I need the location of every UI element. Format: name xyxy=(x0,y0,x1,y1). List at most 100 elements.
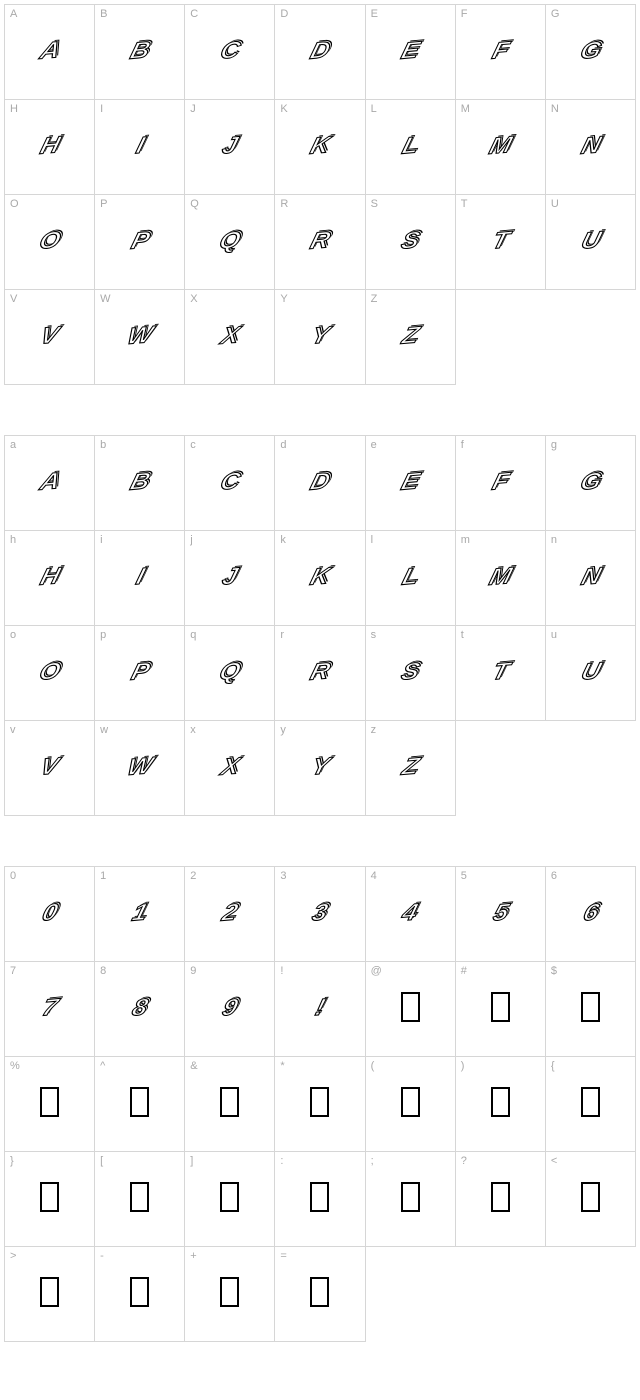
charmap-cell[interactable]: % xyxy=(5,1057,95,1152)
charmap-cell[interactable]: II xyxy=(95,100,185,195)
charmap-cell-glyph xyxy=(110,1177,170,1217)
charmap-cell[interactable]: hH xyxy=(5,531,95,626)
charmap-cell[interactable]: ^ xyxy=(95,1057,185,1152)
charmap-cell[interactable]: + xyxy=(185,1247,275,1342)
charmap-cell[interactable]: NN xyxy=(546,100,636,195)
charmap-cell[interactable]: 88 xyxy=(95,962,185,1057)
missing-glyph-icon xyxy=(40,1087,59,1117)
charmap-cell[interactable]: aA xyxy=(5,436,95,531)
charmap-cell[interactable]: jJ xyxy=(185,531,275,626)
charmap-cell[interactable]: oO xyxy=(5,626,95,721)
charmap-cell[interactable]: * xyxy=(275,1057,365,1152)
charmap-cell[interactable]: FF xyxy=(456,5,546,100)
charmap-cell[interactable]: MM xyxy=(456,100,546,195)
charmap-cell[interactable]: wW xyxy=(95,721,185,816)
charmap-cell[interactable]: LL xyxy=(366,100,456,195)
charmap-cell[interactable]: 99 xyxy=(185,962,275,1057)
charmap-cell[interactable]: : xyxy=(275,1152,365,1247)
charmap-cell[interactable]: ; xyxy=(366,1152,456,1247)
charmap-cell[interactable]: dD xyxy=(275,436,365,531)
charmap-cell[interactable]: 55 xyxy=(456,867,546,962)
charmap-cell[interactable]: bB xyxy=(95,436,185,531)
missing-glyph-icon xyxy=(220,1182,239,1212)
charmap-cell[interactable]: tT xyxy=(456,626,546,721)
charmap-cell-glyph: F xyxy=(470,30,530,70)
charmap-cell[interactable]: !! xyxy=(275,962,365,1057)
charmap-cell[interactable]: uU xyxy=(546,626,636,721)
charmap-cell[interactable]: cC xyxy=(185,436,275,531)
charmap-cell[interactable]: rR xyxy=(275,626,365,721)
charmap-cell-glyph: N xyxy=(560,556,620,596)
charmap-cell-glyph xyxy=(110,1272,170,1312)
charmap-cell[interactable]: QQ xyxy=(185,195,275,290)
glyph-char: U xyxy=(578,659,602,684)
charmap-cell[interactable]: UU xyxy=(546,195,636,290)
charmap-cell[interactable]: 11 xyxy=(95,867,185,962)
charmap-cell[interactable]: < xyxy=(546,1152,636,1247)
charmap-cell[interactable]: # xyxy=(456,962,546,1057)
charmap-cell[interactable]: zZ xyxy=(366,721,456,816)
missing-glyph-icon xyxy=(130,1182,149,1212)
charmap-cell[interactable]: qQ xyxy=(185,626,275,721)
charmap-cell-glyph: A xyxy=(20,30,80,70)
charmap-cell[interactable]: xX xyxy=(185,721,275,816)
charmap-cell[interactable]: { xyxy=(546,1057,636,1152)
charmap-cell[interactable]: sS xyxy=(366,626,456,721)
charmap-cell[interactable]: gG xyxy=(546,436,636,531)
charmap-cell[interactable]: 66 xyxy=(546,867,636,962)
charmap-cell-label: + xyxy=(190,1250,196,1262)
charmap-cell[interactable]: GG xyxy=(546,5,636,100)
charmap-cell[interactable]: nN xyxy=(546,531,636,626)
charmap-cell[interactable]: HH xyxy=(5,100,95,195)
charmap-cell[interactable]: PP xyxy=(95,195,185,290)
charmap-cell[interactable]: XX xyxy=(185,290,275,385)
charmap-cell[interactable]: [ xyxy=(95,1152,185,1247)
charmap-cell[interactable]: 33 xyxy=(275,867,365,962)
charmap-cell[interactable]: AA xyxy=(5,5,95,100)
charmap-cell[interactable]: kK xyxy=(275,531,365,626)
charmap-cell-label: } xyxy=(10,1155,14,1167)
charmap-cell-label: > xyxy=(10,1250,16,1262)
charmap-cell[interactable]: 77 xyxy=(5,962,95,1057)
character-map: AABBCCDDEEFFGG HHIIJJKKLLMMNN OOPPQQRRSSTT… xyxy=(0,0,640,1396)
charmap-cell[interactable]: iI xyxy=(95,531,185,626)
charmap-cell-glyph: B xyxy=(110,461,170,501)
charmap-cell[interactable]: eE xyxy=(366,436,456,531)
charmap-cell[interactable]: vV xyxy=(5,721,95,816)
charmap-cell[interactable]: > xyxy=(5,1247,95,1342)
charmap-cell[interactable]: mM xyxy=(456,531,546,626)
charmap-cell[interactable]: KK xyxy=(275,100,365,195)
charmap-cell[interactable]: ZZ xyxy=(366,290,456,385)
charmap-cell[interactable]: VV xyxy=(5,290,95,385)
charmap-cell[interactable]: = xyxy=(275,1247,365,1342)
charmap-cell[interactable]: pP xyxy=(95,626,185,721)
charmap-cell[interactable]: ] xyxy=(185,1152,275,1247)
charmap-cell[interactable]: ( xyxy=(366,1057,456,1152)
charmap-cell[interactable]: 22 xyxy=(185,867,275,962)
charmap-cell[interactable]: RR xyxy=(275,195,365,290)
charmap-cell[interactable]: } xyxy=(5,1152,95,1247)
charmap-cell[interactable]: & xyxy=(185,1057,275,1152)
charmap-cell[interactable]: TT xyxy=(456,195,546,290)
charmap-cell[interactable]: DD xyxy=(275,5,365,100)
charmap-cell[interactable]: 44 xyxy=(366,867,456,962)
charmap-cell[interactable]: lL xyxy=(366,531,456,626)
charmap-cell[interactable]: CC xyxy=(185,5,275,100)
charmap-cell[interactable]: $ xyxy=(546,962,636,1057)
charmap-cell[interactable]: EE xyxy=(366,5,456,100)
charmap-cell[interactable]: @ xyxy=(366,962,456,1057)
charmap-cell[interactable]: SS xyxy=(366,195,456,290)
charmap-cell[interactable]: OO xyxy=(5,195,95,290)
charmap-cell[interactable]: yY xyxy=(275,721,365,816)
charmap-cell[interactable]: fF xyxy=(456,436,546,531)
charmap-cell[interactable]: BB xyxy=(95,5,185,100)
charmap-cell-label: 4 xyxy=(371,870,377,882)
charmap-cell[interactable]: ? xyxy=(456,1152,546,1247)
charmap-cell[interactable]: JJ xyxy=(185,100,275,195)
charmap-cell[interactable]: 00 xyxy=(5,867,95,962)
charmap-cell[interactable]: ) xyxy=(456,1057,546,1152)
charmap-cell[interactable]: WW xyxy=(95,290,185,385)
glyph-char: A xyxy=(38,38,62,63)
charmap-cell[interactable]: YY xyxy=(275,290,365,385)
charmap-cell[interactable]: - xyxy=(95,1247,185,1342)
